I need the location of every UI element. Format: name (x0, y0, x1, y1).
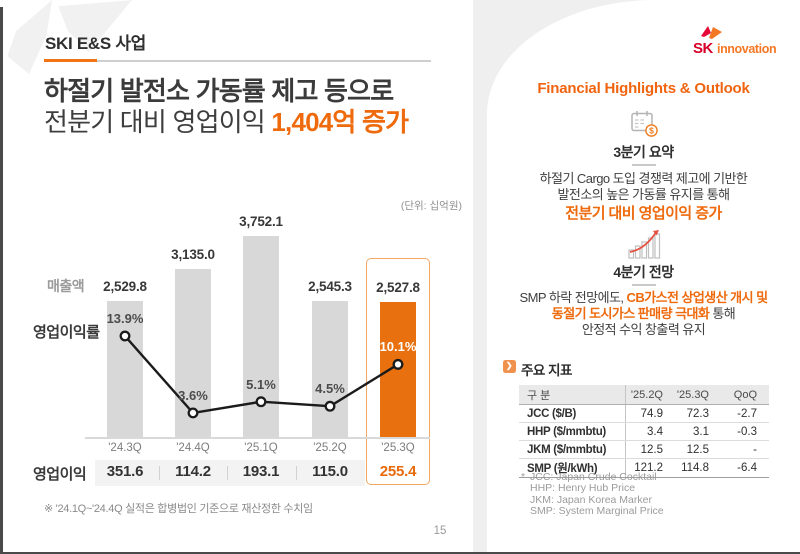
margin-value-label: 5.1% (246, 376, 276, 392)
q4-divider (631, 284, 656, 286)
op-row-separator (159, 466, 160, 480)
q3-divider (631, 164, 656, 166)
revenue-value-label: 2,545.3 (308, 278, 352, 294)
chart-footnote: ※ '24.1Q~'24.4Q 실적은 합병법인 기준으로 재산정한 수치임 (44, 503, 313, 515)
revenue-value-label: 2,527.8 (376, 279, 420, 295)
q4-outlook-text: SMP 하락 전망에도, CB가스전 상업생산 개시 및 동절기 도시가스 판매… (519, 290, 769, 337)
series-label-margin: 영업이익률 (33, 324, 100, 341)
revenue-bar (380, 301, 416, 437)
table-row: JKM ($/mmbtu) 12.5 12.5 - (519, 440, 769, 459)
table-row: JCC ($/B) 74.9 72.3 -2.7 (519, 404, 769, 423)
revenue-value-label: 3,135.0 (171, 247, 215, 263)
margin-value-label: 10.1% (379, 339, 417, 355)
margin-value-label: 3.6% (178, 387, 208, 403)
col-header-q2: '25.2Q (625, 385, 667, 405)
q3-highlight: 전분기 대비 영업이익 증가 (565, 205, 722, 222)
revenue-bar (312, 300, 348, 437)
x-axis-line (85, 437, 430, 439)
table-row: HHP ($/mmbtu) 3.4 3.1 -0.3 (519, 422, 769, 441)
op-profit-value: 115.0 (312, 463, 348, 480)
sk-butterfly-icon (701, 26, 722, 39)
op-profit-value: 193.1 (242, 463, 280, 480)
revenue-bar (243, 236, 279, 437)
highlights-card: SK innovation Financial Highlights & Out… (487, 0, 800, 554)
svg-text:$: $ (649, 126, 654, 136)
quarter-label: '24.4Q (176, 442, 210, 454)
revenue-margin-chart: 매출액 영업이익률 영업이익 2,529.8 '24.3Q 351.6 13.9% 3,… (0, 190, 470, 500)
q3-summary-heading: 3분기 요약 (613, 144, 674, 160)
table-header-row: 구 분 '25.2Q '25.3Q QoQ (519, 385, 769, 405)
slide-bottom-edge (0, 551, 800, 554)
q4-highlight-1: CB가스전 상업생산 개시 및 (626, 290, 769, 305)
title-highlight: 1,404억 증가 (271, 107, 409, 137)
logo-sk-text: SK (693, 40, 713, 57)
page-title-line1: 하절기 발전소 가동률 제고 등으로 (44, 76, 394, 106)
growth-chart-icon (487, 229, 800, 264)
op-row-separator (227, 466, 228, 480)
arrow-square-icon: ❯ (503, 360, 516, 373)
metric-definition: SMP: System Marginal Price (530, 505, 664, 518)
series-label-revenue: 매출액 (47, 278, 85, 294)
col-header-metric: 구 분 (519, 385, 626, 405)
op-profit-value: 255.4 (379, 463, 417, 480)
quarter-label: '25.3Q (381, 442, 415, 454)
calendar-dollar-icon: $ (487, 109, 800, 143)
margin-value-label: 4.5% (315, 381, 345, 397)
series-label-op-profit: 영업이익 (33, 466, 87, 483)
col-header-qoq: QoQ (713, 385, 769, 405)
sk-innovation-logo: SK innovation (693, 25, 783, 57)
key-metrics-table: 구 분 '25.2Q '25.3Q QoQ JCC ($/B) 74.9 72.… (519, 385, 769, 478)
q3-summary-text: 하절기 Cargo 도입 경쟁력 제고에 기반한 발전소의 높은 가동률 유지를… (487, 171, 800, 223)
q4-highlight-2: 동절기 도시가스 판매량 극대화 (551, 306, 710, 321)
metric-definitions: * JCC: Japan Crude Cocktail HHP: Henry H… (521, 471, 664, 518)
section-tag: SKI E&S 사업 (45, 34, 147, 53)
col-header-q3: '25.3Q (667, 385, 713, 405)
revenue-value-label: 2,529.8 (103, 279, 147, 295)
metric-definition: JKM: Japan Korea Marker (530, 493, 652, 506)
logo-innovation-text: innovation (717, 42, 777, 56)
margin-value-label: 13.9% (106, 311, 144, 326)
chart-unit-label: (단위: 십억원) (400, 200, 462, 212)
card-title: Financial Highlights & Outlook (537, 80, 750, 97)
slide-left-edge (0, 7, 3, 554)
quarter-label: '25.2Q (313, 442, 347, 454)
page-title: 하절기 발전소 가동률 제고 등으로 전분기 대비 영업이익 1,404억 증가 (44, 76, 409, 138)
header-rule-accent (44, 58, 97, 62)
page-title-line2: 전분기 대비 영업이익 1,404억 증가 (44, 107, 409, 137)
revenue-value-label: 3,752.1 (239, 214, 283, 229)
op-profit-row-band (95, 460, 365, 486)
op-profit-value: 351.6 (106, 463, 144, 480)
page-number: 15 (433, 525, 447, 537)
quarter-label: '24.3Q (108, 442, 142, 454)
sk-butterfly-watermark (6, 0, 136, 78)
q4-outlook-heading: 4분기 전망 (613, 264, 674, 280)
revenue-bar (175, 269, 211, 437)
op-row-separator (296, 466, 297, 480)
metric-definition: JCC: Japan Crude Cocktail (530, 471, 657, 483)
op-profit-value: 114.2 (175, 463, 211, 480)
key-metrics-title: 주요 지표 (521, 363, 572, 378)
metric-definition: HHP: Henry Hub Price (530, 482, 636, 495)
header-rule (44, 60, 431, 62)
quarter-label: '25.1Q (244, 442, 278, 454)
table-row: SMP (원/kWh) 121.2 114.8 -6.4 (519, 458, 769, 478)
